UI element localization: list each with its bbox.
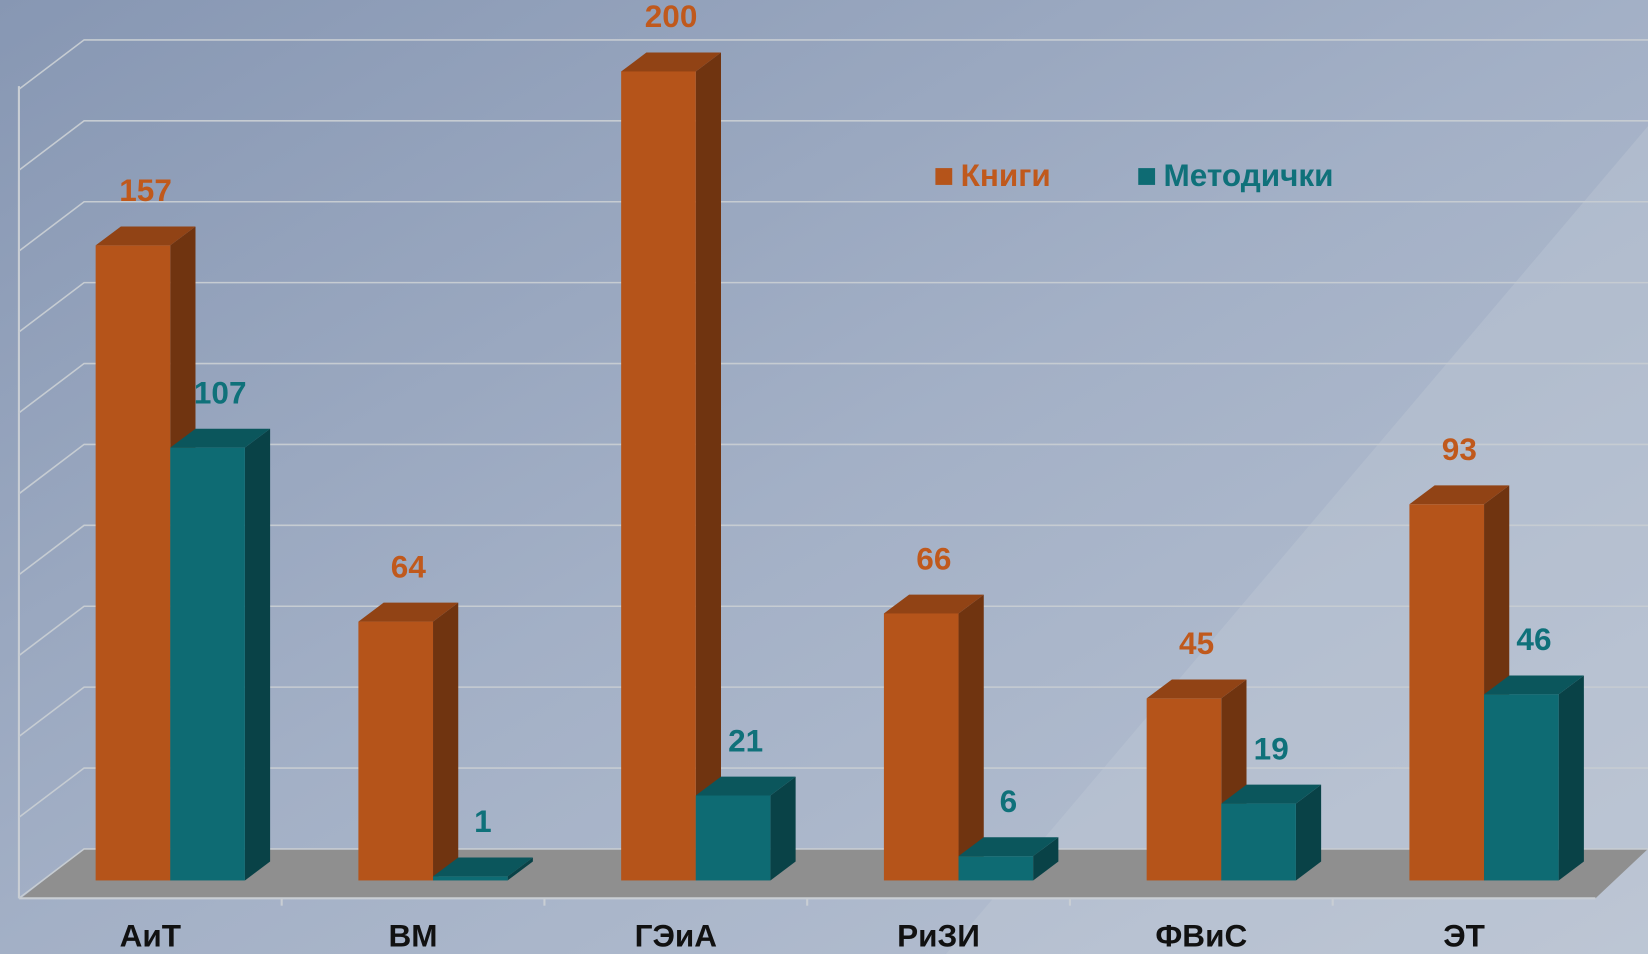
data-label: 64	[391, 548, 427, 584]
x-tick-label: ФВиС	[1155, 918, 1247, 954]
bar-side	[244, 428, 271, 881]
bar-top	[1484, 675, 1584, 695]
data-label: 46	[1516, 621, 1551, 657]
grid-line	[18, 605, 1648, 657]
x-tick-label: РиЗИ	[897, 918, 980, 954]
x-tick-label: ГЭиА	[635, 918, 717, 954]
data-label: 19	[1254, 730, 1289, 766]
legend-swatch	[935, 168, 953, 185]
bar-side	[507, 857, 533, 881]
grid-line	[18, 443, 1648, 495]
grid-line	[18, 524, 1648, 576]
bar-top	[433, 857, 533, 877]
bar	[1221, 803, 1296, 881]
grid-line	[18, 362, 1648, 414]
grid-line	[18, 39, 1648, 90]
grid-line	[18, 200, 1648, 252]
x-tick-label: АиТ	[120, 918, 181, 954]
bar-top	[358, 602, 459, 622]
grid-line	[18, 848, 1648, 899]
bar-top	[695, 776, 796, 796]
bar-top	[1146, 679, 1247, 699]
bar-top	[883, 594, 984, 614]
data-label: 157	[119, 172, 172, 208]
bar	[695, 795, 771, 881]
grid-line	[18, 120, 1648, 171]
grid-line	[18, 281, 1648, 333]
legend-swatch	[1138, 168, 1156, 185]
bar	[95, 245, 171, 881]
bar-top	[1409, 485, 1510, 505]
data-label: 21	[728, 722, 763, 758]
bar	[621, 71, 696, 881]
bar-side	[958, 594, 984, 881]
bar	[883, 613, 959, 881]
bar	[1484, 694, 1559, 881]
x-tick-label: ЭТ	[1443, 918, 1485, 954]
data-label: 200	[645, 0, 698, 34]
bar-top	[621, 52, 721, 72]
bar-top	[170, 428, 271, 448]
grid-line	[18, 686, 1648, 738]
bar-top	[95, 226, 196, 246]
legend-label: Методички	[1163, 157, 1333, 193]
x-tick-label: ВМ	[389, 918, 438, 954]
data-label: 93	[1442, 431, 1477, 467]
data-label: 66	[916, 540, 951, 576]
data-label: 1	[474, 803, 492, 839]
bar	[358, 621, 434, 881]
data-label: 107	[194, 374, 247, 410]
legend-label: Книги	[961, 157, 1051, 193]
bar	[958, 856, 1034, 881]
bar-side	[433, 602, 459, 881]
bar-side	[1033, 837, 1059, 881]
bar	[1409, 504, 1485, 881]
bar-top	[1221, 784, 1322, 804]
bar-side	[1558, 675, 1584, 881]
data-label: 45	[1179, 625, 1214, 661]
bar	[1146, 698, 1222, 881]
bar	[433, 876, 508, 881]
bar-side	[1295, 784, 1322, 881]
bar-side	[770, 776, 796, 881]
bar	[170, 447, 245, 881]
bar-top	[958, 837, 1059, 857]
data-label: 6	[1000, 783, 1018, 819]
bar-side	[695, 52, 721, 881]
grid-line	[18, 767, 1648, 819]
